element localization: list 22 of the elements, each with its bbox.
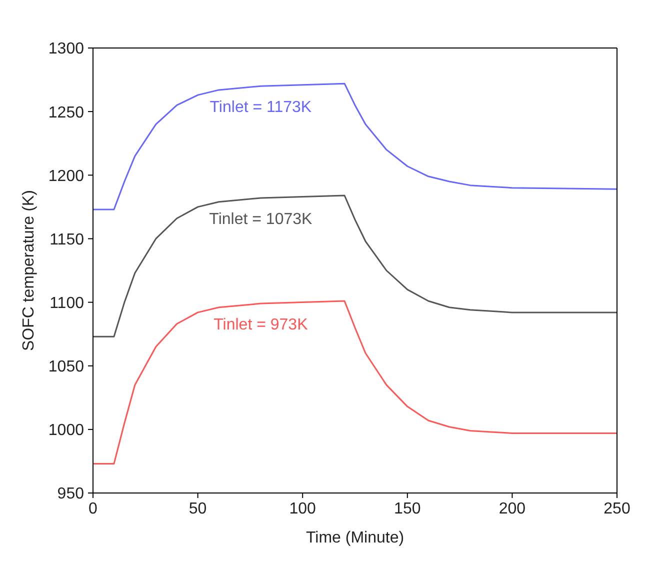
x-tick-label: 0 [88,500,98,518]
x-tick-label: 200 [498,500,526,518]
y-tick-label: 1250 [48,104,84,122]
x-tick-label: 100 [289,500,316,518]
line-series [93,300,617,465]
x-tick-label: 250 [604,500,630,518]
x-tick-label: 150 [394,500,421,518]
y-tick-label: 1300 [48,40,84,58]
series-label: Tinlet = 1073K [209,211,313,228]
x-tick-label: 50 [188,500,207,518]
y-tick-label: 1200 [48,168,84,185]
y-tick-label: 1000 [48,422,84,440]
series-label: Tinlet = 1173K [210,99,312,116]
series-label: Tinlet = 973K [214,316,308,334]
x-axis-title: Time (Minute) [306,529,404,546]
y-tick-label: 950 [57,486,84,503]
y-tick-label: 1150 [50,231,84,248]
y-tick-label: 1050 [48,358,84,376]
y-tick-label: 1100 [50,294,84,312]
line-series [93,194,617,338]
line-series [93,82,617,210]
y-axis-title: SOFC temperature (K) [20,190,38,351]
